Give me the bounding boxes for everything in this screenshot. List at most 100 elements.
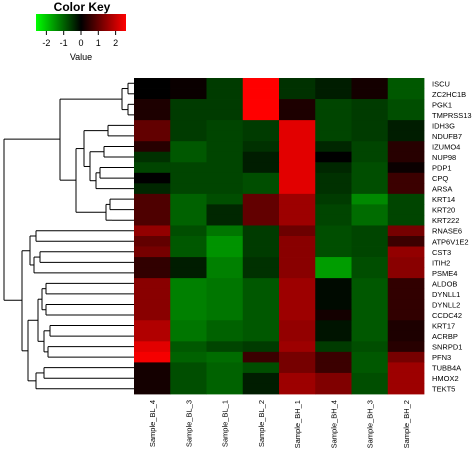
heatmap-cell xyxy=(351,99,389,110)
row-label: IZUMO4 xyxy=(432,142,460,151)
heatmap-cell xyxy=(134,362,171,374)
heatmap-cell xyxy=(170,267,207,279)
heatmap-cell xyxy=(206,257,244,268)
heatmap-cell xyxy=(315,372,352,384)
heatmap-cell xyxy=(170,278,207,290)
heatmap-cell xyxy=(279,309,316,321)
heatmap-cell xyxy=(279,341,316,353)
heatmap-cell xyxy=(206,341,244,353)
heatmap-cell xyxy=(134,299,171,311)
heatmap-cell xyxy=(351,183,389,195)
heatmap-cell xyxy=(279,141,316,153)
heatmap-cell xyxy=(134,88,171,100)
row-label: IDH3G xyxy=(432,121,455,130)
heatmap-cell xyxy=(242,267,280,279)
heatmap-cell xyxy=(242,162,280,174)
heatmap-cell xyxy=(315,278,352,290)
heatmap-cell xyxy=(387,225,425,237)
heatmap-cell xyxy=(134,383,171,395)
heatmap-cell xyxy=(351,120,389,132)
heatmap-cell xyxy=(242,183,280,195)
row-label: SNRPD1 xyxy=(432,343,462,352)
heatmap-cell xyxy=(315,267,352,279)
heatmap-cell xyxy=(351,109,389,121)
heatmap-cell xyxy=(387,130,425,142)
heatmap-cell xyxy=(315,341,352,353)
heatmap-cell xyxy=(134,288,171,300)
heatmap-cell xyxy=(170,109,207,121)
row-label: PSME4 xyxy=(432,269,457,278)
heatmap-cell xyxy=(206,172,244,184)
heatmap-cell xyxy=(351,372,389,384)
heatmap-cell xyxy=(170,362,207,374)
row-label: ALDOB xyxy=(432,279,457,288)
heatmap-cell xyxy=(279,214,316,226)
heatmap-cell xyxy=(170,172,207,184)
heatmap-cell xyxy=(134,267,171,279)
heatmap-cell xyxy=(387,183,425,195)
heatmap-cell xyxy=(170,351,207,363)
heatmap-cell xyxy=(387,351,425,363)
heatmap-cell xyxy=(387,141,425,153)
heatmap-cell xyxy=(387,299,425,311)
heatmap-cell xyxy=(242,288,280,300)
heatmap-cell xyxy=(387,151,425,163)
heatmap-cell xyxy=(315,204,352,216)
heatmap-cell xyxy=(206,99,244,110)
heatmap-cell xyxy=(279,78,316,89)
heatmap-cell xyxy=(134,330,171,342)
heatmap-cell xyxy=(315,299,352,311)
column-label: Sample_BH_2 xyxy=(402,400,411,448)
heatmap-cell xyxy=(279,372,316,384)
heatmap-cell xyxy=(315,193,352,205)
heatmap-cell xyxy=(170,99,207,110)
row-label: KRT14 xyxy=(432,195,455,204)
heatmap-cell xyxy=(351,193,389,205)
heatmap-cell xyxy=(206,162,244,174)
heatmap-cell xyxy=(242,299,280,311)
row-label: DYNLL1 xyxy=(432,290,460,299)
heatmap-cell xyxy=(351,299,389,311)
heatmap-cell xyxy=(242,330,280,342)
heatmap-cell xyxy=(206,383,244,395)
column-label: Sample_BL_2 xyxy=(257,400,266,447)
heatmap-cell xyxy=(279,330,316,342)
heatmap-cell xyxy=(242,278,280,290)
heatmap-cell xyxy=(170,151,207,163)
column-label: Sample_BH_1 xyxy=(293,400,302,448)
heatmap-cell xyxy=(315,257,352,268)
heatmap-cell xyxy=(170,78,207,89)
row-label: CPQ xyxy=(432,174,448,183)
color-key: Color Key -2 -1 0 1 2 Value xyxy=(36,0,126,62)
heatmap-cell xyxy=(134,214,171,226)
heatmap-cell xyxy=(315,130,352,142)
row-label: RNASE6 xyxy=(432,227,462,236)
heatmap-cell xyxy=(351,204,389,216)
heatmap-cell xyxy=(242,236,280,247)
heatmap-cell xyxy=(315,162,352,174)
column-labels: Sample_BL_4 Sample_BL_3 Sample_BL_1 Sample_… xyxy=(148,400,411,448)
row-label: PGK1 xyxy=(432,100,452,109)
heatmap-cell xyxy=(242,320,280,332)
heatmap-cell xyxy=(134,278,171,290)
row-label: CCDC42 xyxy=(432,311,462,320)
heatmap-cell xyxy=(351,141,389,153)
heatmap-cell xyxy=(351,309,389,321)
heatmap-cell xyxy=(134,109,171,121)
heatmap-cell xyxy=(315,246,352,258)
heatmap-cell xyxy=(242,78,280,89)
heatmap-cell xyxy=(315,330,352,342)
heatmap-cell xyxy=(242,141,280,153)
heatmap-cell xyxy=(134,78,171,89)
heatmap-cell xyxy=(134,141,171,153)
heatmap-cell xyxy=(170,288,207,300)
heatmap-cell xyxy=(387,193,425,205)
heatmap-cell xyxy=(170,225,207,237)
heatmap-cell xyxy=(279,351,316,363)
row-label: ITIH2 xyxy=(432,258,450,267)
heatmap-cell xyxy=(206,320,244,332)
row-label: DYNLL2 xyxy=(432,300,460,309)
heatmap-cell xyxy=(170,320,207,332)
heatmap-cell xyxy=(134,246,171,258)
